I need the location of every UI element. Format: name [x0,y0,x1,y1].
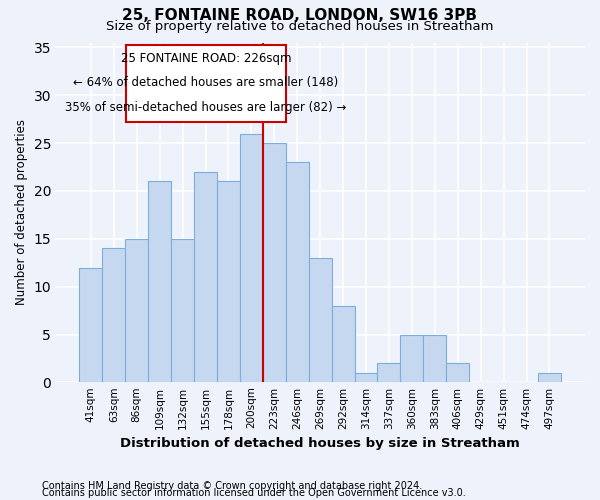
Bar [125,239,148,382]
Text: 25, FONTAINE ROAD, LONDON, SW16 3PB: 25, FONTAINE ROAD, LONDON, SW16 3PB [122,8,478,22]
Text: Contains public sector information licensed under the Open Government Licence v3: Contains public sector information licen… [42,488,466,498]
Bar [103,248,125,382]
Bar [286,162,309,382]
Bar [148,182,171,382]
Bar [309,258,332,382]
Y-axis label: Number of detached properties: Number of detached properties [15,120,28,306]
Bar [424,334,446,382]
Text: Contains HM Land Registry data © Crown copyright and database right 2024.: Contains HM Land Registry data © Crown c… [42,481,422,491]
Bar [446,363,469,382]
Bar [79,268,103,382]
Bar [377,363,400,382]
Text: ← 64% of detached houses are smaller (148): ← 64% of detached houses are smaller (14… [73,76,339,89]
FancyBboxPatch shape [127,46,286,122]
Bar [355,373,377,382]
Text: 25 FONTAINE ROAD: 226sqm: 25 FONTAINE ROAD: 226sqm [121,52,292,65]
Bar [332,306,355,382]
Bar [400,334,424,382]
X-axis label: Distribution of detached houses by size in Streatham: Distribution of detached houses by size … [120,437,520,450]
Text: 35% of semi-detached houses are larger (82) →: 35% of semi-detached houses are larger (… [65,101,347,114]
Bar [171,239,194,382]
Bar [194,172,217,382]
Bar [263,143,286,382]
Bar [240,134,263,382]
Bar [217,182,240,382]
Bar [538,373,561,382]
Text: Size of property relative to detached houses in Streatham: Size of property relative to detached ho… [106,20,494,33]
